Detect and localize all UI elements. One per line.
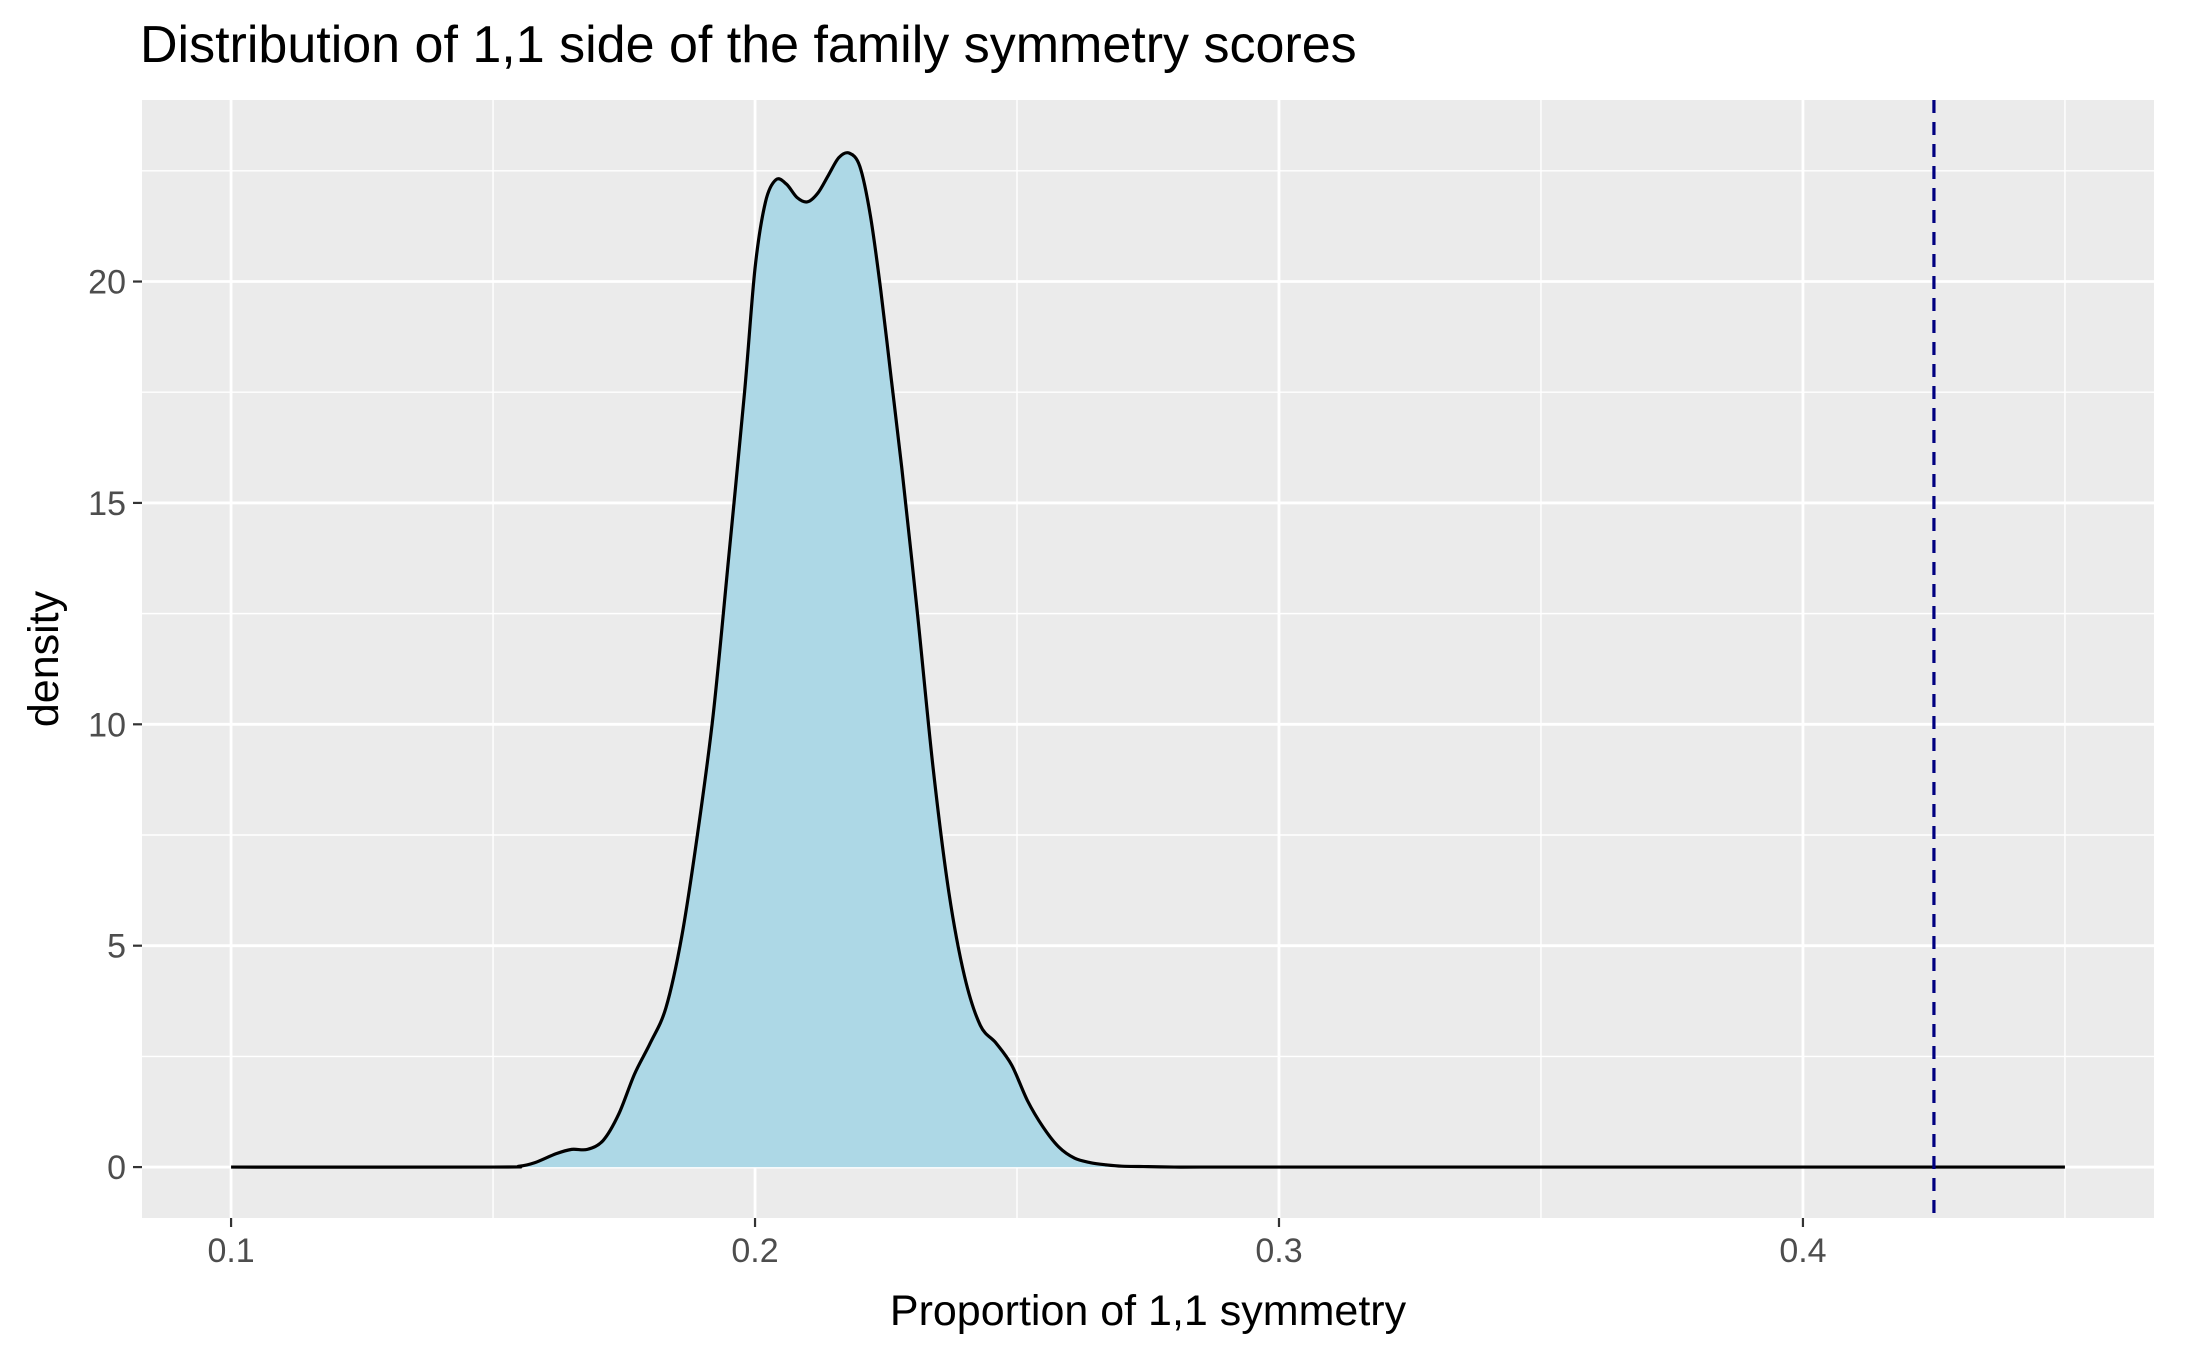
x-axis: 0.1 0.2 0.3 0.4: [207, 1218, 1827, 1270]
y-axis: 0 5 10 15 20: [88, 264, 142, 1187]
y-axis-title: density: [20, 590, 68, 727]
chart-title: Distribution of 1,1 side of the family s…: [140, 16, 1357, 74]
x-tick-label: 0.1: [207, 1232, 254, 1270]
x-axis-title: Proportion of 1,1 symmetry: [890, 1287, 1407, 1335]
y-tick-label: 5: [107, 928, 126, 966]
plot-panel: [142, 100, 2154, 1218]
y-tick-label: 0: [107, 1149, 126, 1187]
y-tick-label: 10: [88, 706, 126, 744]
density-layer: [231, 151, 2065, 1169]
x-tick-label: 0.2: [731, 1232, 778, 1270]
x-tick-label: 0.3: [1255, 1232, 1302, 1270]
y-tick-label: 20: [88, 264, 126, 302]
minor-grid: [142, 100, 2154, 1218]
density-area: [231, 152, 2065, 1168]
density-line: [231, 151, 2065, 1169]
x-tick-label: 0.4: [1779, 1232, 1826, 1270]
y-tick-label: 15: [88, 485, 126, 523]
